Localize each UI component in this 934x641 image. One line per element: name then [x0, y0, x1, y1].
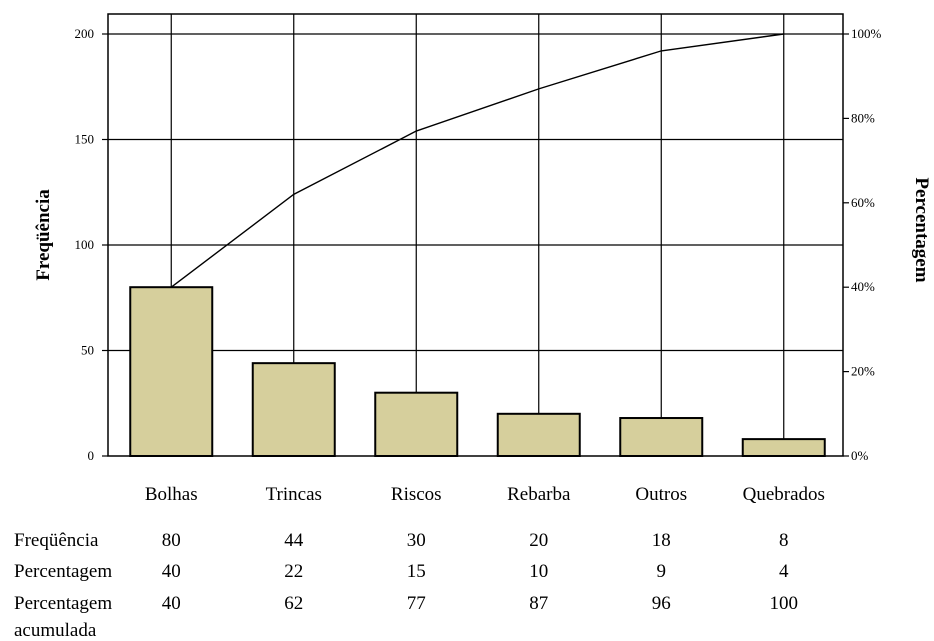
- table-cell: 22: [284, 561, 303, 582]
- bar-outros: [619, 417, 704, 457]
- category-label: Quebrados: [743, 484, 825, 505]
- table-cell: 10: [529, 561, 548, 582]
- right-axis-ticks: 0% 20% 40% 60% 80% 100%: [843, 26, 882, 463]
- category-label: Bolhas: [145, 484, 198, 505]
- table-cell: 30: [407, 530, 426, 551]
- table-row-label: acumulada: [14, 620, 97, 641]
- left-tick-label: 100: [75, 237, 95, 252]
- cumulative-line: [170, 33, 784, 288]
- bar-bolhas: [129, 286, 214, 458]
- table-cell: 100: [770, 593, 799, 614]
- y-axis-title-left: Freqüência: [33, 189, 54, 281]
- right-tick-label: 0%: [851, 448, 869, 463]
- right-tick-label: 80%: [851, 110, 875, 125]
- category-labels: Bolhas Trincas Riscos Rebarba Outros Quebrado…: [145, 484, 825, 505]
- bar-trincas: [251, 362, 336, 457]
- right-tick-label: 20%: [851, 364, 875, 379]
- table-cell: 4: [779, 561, 789, 582]
- bar-riscos: [374, 391, 459, 458]
- right-tick-label: 100%: [851, 26, 882, 41]
- plot-frame: [107, 13, 844, 457]
- table-cell: 77: [407, 593, 426, 614]
- table-cell: 96: [652, 593, 671, 614]
- table-cell: 15: [407, 561, 426, 582]
- right-tick-label: 40%: [851, 279, 875, 294]
- left-tick-label: 0: [88, 448, 95, 463]
- table-cell: 62: [284, 593, 303, 614]
- category-label: Rebarba: [507, 484, 571, 505]
- table-cell: 40: [162, 593, 181, 614]
- left-tick-label: 50: [81, 343, 94, 358]
- data-table: Freqüência 80 44 30 20 18 8 Percentagem 40 22 15 10…: [14, 530, 798, 641]
- table-cell: 18: [652, 530, 671, 551]
- left-tick-label: 150: [75, 132, 95, 147]
- category-label: Outros: [635, 484, 687, 505]
- left-tick-label: 200: [75, 26, 95, 41]
- left-axis-ticks: 0 50 100 150 200: [75, 26, 108, 463]
- grid-lines: [108, 14, 843, 456]
- table-cell: 8: [779, 530, 789, 551]
- category-label: Trincas: [266, 484, 322, 505]
- table-row-label: Freqüência: [14, 530, 99, 551]
- table-cell: 87: [529, 593, 548, 614]
- right-tick-label: 60%: [851, 195, 875, 210]
- category-label: Riscos: [391, 484, 442, 505]
- table-row-label: Percentagem: [14, 561, 112, 582]
- bars: [129, 286, 826, 458]
- table-cell: 40: [162, 561, 181, 582]
- table-cell: 80: [162, 530, 181, 551]
- bar-rebarba: [496, 412, 581, 457]
- cumulative-line-group: [170, 33, 784, 288]
- table-cell: 44: [284, 530, 304, 551]
- y-axis-title-right: Percentagem: [911, 177, 932, 282]
- table-cell: 20: [529, 530, 548, 551]
- table-cell: 9: [657, 561, 667, 582]
- bar-quebrados: [741, 438, 826, 457]
- table-row-label: Percentagem: [14, 593, 112, 614]
